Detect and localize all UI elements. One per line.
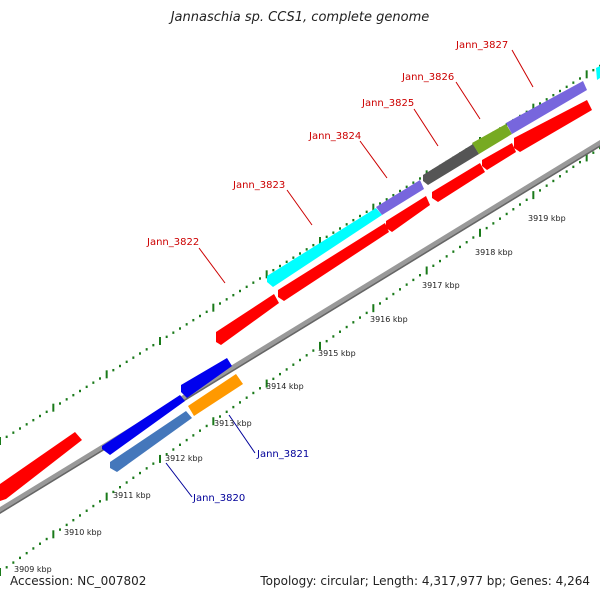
feature-forward-cds-4[interactable]: [386, 196, 430, 232]
feature-reverse-cds-1[interactable]: [102, 395, 185, 455]
feature-jann-3821[interactable]: [188, 374, 243, 416]
gene-label-jann-3820[interactable]: Jann_3820: [192, 493, 245, 504]
feature-jann-3822[interactable]: [267, 208, 382, 287]
gene-label-jann-3823[interactable]: Jann_3823: [232, 180, 285, 191]
kbp-label: 3913 kbp: [214, 419, 252, 428]
feature-jann-3823[interactable]: [376, 180, 424, 215]
feature-reverse-cds-2[interactable]: [181, 358, 232, 398]
gene-label-jann-3821[interactable]: Jann_3821: [256, 449, 309, 460]
topology-text: Topology: circular; Length: 4,317,977 bp…: [260, 574, 590, 588]
feature-jann-3826[interactable]: [506, 81, 587, 134]
kbp-label: 3914 kbp: [266, 382, 304, 391]
tick-marks: [0, 64, 600, 576]
feature-forward-cds-2[interactable]: [216, 294, 279, 345]
feature-forward-cds-edge[interactable]: [596, 66, 600, 80]
feature-jann-3825[interactable]: [472, 124, 512, 154]
kbp-label: 3912 kbp: [165, 454, 203, 463]
kbp-label: 3918 kbp: [475, 248, 513, 257]
kbp-label: 3916 kbp: [370, 315, 408, 324]
kbp-label: 3915 kbp: [318, 349, 356, 358]
feature-forward-cds-5[interactable]: [432, 163, 485, 202]
forward-features: [0, 66, 600, 501]
feature-forward-cds-6[interactable]: [482, 143, 516, 170]
accession-text: Accession: NC_007802: [10, 574, 147, 588]
feature-jann-3824[interactable]: [423, 144, 479, 185]
feature-jann-3820[interactable]: [110, 411, 192, 472]
gene-label-jann-3827[interactable]: Jann_3827: [455, 40, 508, 51]
gene-labels: Jann_3822 Jann_3823 Jann_3824 Jann_3825 …: [146, 40, 508, 504]
gene-label-jann-3825[interactable]: Jann_3825: [361, 98, 414, 109]
kbp-label: 3909 kbp: [14, 565, 52, 574]
gene-label-jann-3822[interactable]: Jann_3822: [146, 237, 199, 248]
feature-forward-cds-7[interactable]: [514, 100, 592, 152]
map-title: Jannaschia sp. CCS1, complete genome: [170, 10, 430, 25]
gene-label-jann-3824[interactable]: Jann_3824: [308, 131, 361, 142]
feature-forward-cds-3[interactable]: [278, 223, 389, 301]
kbp-label: 3911 kbp: [113, 491, 151, 500]
feature-forward-cds-1[interactable]: [0, 432, 82, 501]
kbp-label: 3910 kbp: [64, 528, 102, 537]
gene-label-jann-3826[interactable]: Jann_3826: [401, 72, 454, 83]
kbp-labels: 3909 kbp 3910 kbp 3911 kbp 3912 kbp 3913…: [14, 214, 566, 574]
leader-lines: [165, 49, 534, 498]
reverse-features: [102, 358, 243, 472]
kbp-label: 3917 kbp: [422, 281, 460, 290]
kbp-label: 3919 kbp: [528, 214, 566, 223]
